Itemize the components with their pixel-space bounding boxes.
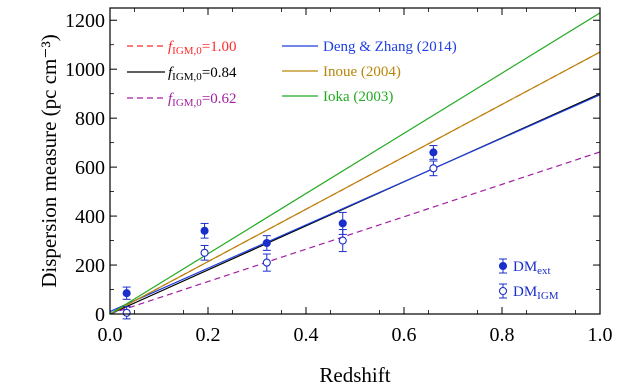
dm-igm-point: [338, 236, 347, 245]
legend-label-points: DMIGM: [513, 284, 559, 302]
dm-igm-point: [262, 258, 271, 267]
dm-ext-point: [338, 219, 347, 228]
y-axis-title: Dispersion measure (pc cm⁻³): [37, 34, 61, 288]
legend-label-model: Deng & Zhang (2014): [323, 39, 457, 55]
dm-igm-point: [429, 164, 438, 173]
x-tick-label: 0.0: [98, 324, 123, 346]
legend-label-figm: fIGM,0=1.00: [168, 39, 237, 57]
dm-ext-point: [122, 289, 131, 298]
x-tick-label: 0.4: [294, 324, 319, 346]
dm-ext-point: [429, 148, 438, 157]
x-tick-label: 0.8: [490, 324, 515, 346]
x-tick-label: 0.6: [392, 324, 417, 346]
x-tick-label: 1.0: [588, 324, 613, 346]
legend-right: Deng & Zhang (2014) Inoue (2004) Ioka (200…: [282, 39, 457, 105]
x-axis-title: Redshift: [319, 363, 390, 385]
legend-points: DMext DMIGM: [498, 258, 559, 302]
legend-left: fIGM,0=1.00 fIGM,0=0.84 fIGM,0=0.62: [127, 39, 237, 109]
legend-label-figm: fIGM,0=0.84: [168, 65, 237, 83]
legend-marker: [498, 261, 508, 271]
y-tick-label: 800: [75, 108, 105, 130]
axis-ticks: 0.0 0.2 0.4 0.6 0.8 1.0 0 200 400 600 800 1000 1200: [65, 8, 613, 346]
y-tick-label: 0: [95, 304, 105, 326]
dm-igm-point: [200, 248, 209, 257]
x-tick-label: 0.2: [196, 324, 221, 346]
legend-label-model: Inoue (2004): [323, 64, 401, 80]
dm-ext-point: [200, 226, 209, 235]
dm-ext-point: [262, 238, 271, 248]
series-line-3: [110, 94, 600, 313]
legend-label-points: DMext: [513, 259, 551, 277]
dm-igm-point: [122, 308, 131, 317]
y-tick-label: 400: [75, 206, 105, 228]
plot-frame: [109, 7, 601, 315]
legend-marker: [498, 286, 508, 296]
y-tick-label: 1200: [65, 10, 105, 32]
data-points: [122, 145, 438, 320]
y-tick-label: 600: [75, 157, 105, 179]
series-line-4: [110, 51, 600, 314]
y-tick-label: 200: [75, 255, 105, 277]
y-tick-label: 1000: [65, 59, 105, 81]
data-lines: [110, 12, 600, 314]
series-line-2: [110, 151, 600, 314]
series-line-5: [110, 12, 600, 314]
legend-label-figm: fIGM,0=0.62: [168, 91, 237, 109]
legend-label-model: Ioka (2003): [323, 89, 393, 105]
